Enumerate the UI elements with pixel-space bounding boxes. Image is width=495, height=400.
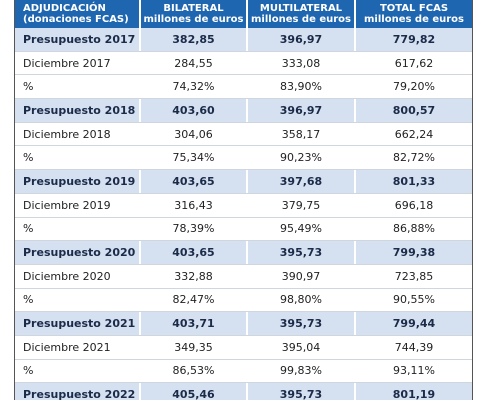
value-cell: 78,39%	[141, 217, 248, 241]
row: Diciembre 2021 349,35 395,04 744,39	[15, 335, 472, 360]
header-text: millones de euros	[251, 14, 351, 25]
value-cell: 333,08	[248, 51, 356, 75]
value-cell: 395,73	[248, 241, 356, 264]
row-label: Diciembre 2018	[15, 122, 141, 146]
header-cell: MULTILATERAL millones de euros	[248, 0, 356, 28]
row-label: Diciembre 2021	[15, 335, 141, 359]
value-cell: 349,35	[141, 335, 248, 359]
budget-row: Presupuesto 2017 382,85 396,97 779,82	[15, 28, 472, 52]
header-row: ADJUDICACIÓN (donaciones FCAS) BILATERAL mi…	[15, 0, 472, 28]
value-cell: 395,73	[248, 383, 356, 400]
row-label: %	[15, 359, 141, 383]
header-text: MULTILATERAL	[259, 3, 343, 14]
header-cell: BILATERAL millones de euros	[141, 0, 248, 28]
value-cell: 395,73	[248, 312, 356, 335]
header-text: BILATERAL	[163, 3, 224, 14]
header-text: millones de euros	[364, 14, 464, 25]
header-text: ADJUDICACIÓN	[23, 3, 106, 14]
value-cell: 83,90%	[248, 75, 356, 99]
row-label: Presupuesto 2019	[15, 170, 141, 193]
row-label: Presupuesto 2020	[15, 241, 141, 264]
value-cell: 397,68	[248, 170, 356, 193]
row-label: %	[15, 146, 141, 170]
row-label: Presupuesto 2018	[15, 99, 141, 122]
row: Diciembre 2017 284,55 333,08 617,62	[15, 51, 472, 76]
value-cell: 98,80%	[248, 288, 356, 312]
value-cell: 801,33	[392, 174, 436, 188]
value-cell: 358,17	[248, 122, 356, 146]
header-text: millones de euros	[143, 14, 244, 25]
value-cell: 284,55	[141, 51, 248, 75]
value-cell: 396,97	[248, 99, 356, 122]
budget-row: Presupuesto 2021 403,71 395,73 799,44	[15, 312, 472, 336]
row-label: %	[15, 288, 141, 312]
row: Diciembre 2020 332,88 390,97 723,85	[15, 264, 472, 289]
value-cell: 93,11%	[393, 364, 435, 378]
budget-row: Presupuesto 2019 403,65 397,68 801,33	[15, 170, 472, 194]
row-label: Diciembre 2019	[15, 193, 141, 217]
header-cell: TOTAL FCAS millones de euros	[356, 0, 472, 28]
row-label: Diciembre 2017	[15, 51, 141, 75]
row: % 74,32% 83,90% 79,20%	[15, 75, 472, 100]
value-cell: 696,18	[394, 198, 434, 212]
value-cell: 403,71	[141, 312, 248, 335]
value-cell: 90,55%	[393, 293, 435, 307]
value-cell: 800,57	[392, 103, 436, 117]
value-cell: 617,62	[394, 56, 434, 70]
value-cell: 390,97	[248, 264, 356, 288]
value-cell: 405,46	[141, 383, 248, 400]
value-cell: 79,20%	[393, 80, 435, 94]
row-label: %	[15, 217, 141, 241]
value-cell: 95,49%	[248, 217, 356, 241]
value-cell: 82,72%	[393, 151, 435, 165]
value-cell: 82,47%	[141, 288, 248, 312]
value-cell: 379,75	[248, 193, 356, 217]
row-label: Diciembre 2020	[15, 264, 141, 288]
header-text: (donaciones FCAS)	[23, 14, 129, 25]
header-text: TOTAL FCAS	[379, 3, 449, 14]
value-cell: 332,88	[141, 264, 248, 288]
value-cell: 779,82	[392, 32, 436, 46]
row-label: %	[15, 75, 141, 99]
row-label: Presupuesto 2021	[15, 312, 141, 335]
value-cell: 396,97	[248, 28, 356, 51]
row: % 78,39% 95,49% 86,88%	[15, 217, 472, 242]
row: % 86,53% 99,83% 93,11%	[15, 359, 472, 384]
value-cell: 799,44	[392, 317, 436, 331]
value-cell: 403,65	[141, 241, 248, 264]
value-cell: 74,32%	[141, 75, 248, 99]
header-cell: ADJUDICACIÓN (donaciones FCAS)	[15, 0, 141, 28]
row: % 82,47% 98,80% 90,55%	[15, 288, 472, 313]
value-cell: 403,60	[141, 99, 248, 122]
row: % 75,34% 90,23% 82,72%	[15, 146, 472, 171]
value-cell: 90,23%	[248, 146, 356, 170]
value-cell: 99,83%	[248, 359, 356, 383]
row-label: Presupuesto 2022	[15, 383, 141, 400]
value-cell: 382,85	[141, 28, 248, 51]
value-cell: 403,65	[141, 170, 248, 193]
value-cell: 723,85	[394, 269, 434, 283]
value-cell: 801,19	[392, 388, 436, 400]
row-label: Presupuesto 2017	[15, 28, 141, 51]
value-cell: 799,38	[392, 246, 436, 260]
value-cell: 86,88%	[393, 222, 435, 236]
budget-row: Presupuesto 2018 403,60 396,97 800,57	[15, 99, 472, 123]
budget-row: Presupuesto 2020 403,65 395,73 799,38	[15, 241, 472, 265]
value-cell: 662,24	[394, 127, 434, 141]
row: Diciembre 2018 304,06 358,17 662,24	[15, 122, 472, 147]
value-cell: 316,43	[141, 193, 248, 217]
budget-row: Presupuesto 2022 405,46 395,73 801,19	[15, 383, 472, 400]
value-cell: 86,53%	[141, 359, 248, 383]
value-cell: 395,04	[248, 335, 356, 359]
value-cell: 75,34%	[141, 146, 248, 170]
budget-table: ADJUDICACIÓN (donaciones FCAS) BILATERAL mi…	[14, 0, 473, 400]
value-cell: 744,39	[394, 340, 434, 354]
row: Diciembre 2019 316,43 379,75 696,18	[15, 193, 472, 218]
value-cell: 304,06	[141, 122, 248, 146]
